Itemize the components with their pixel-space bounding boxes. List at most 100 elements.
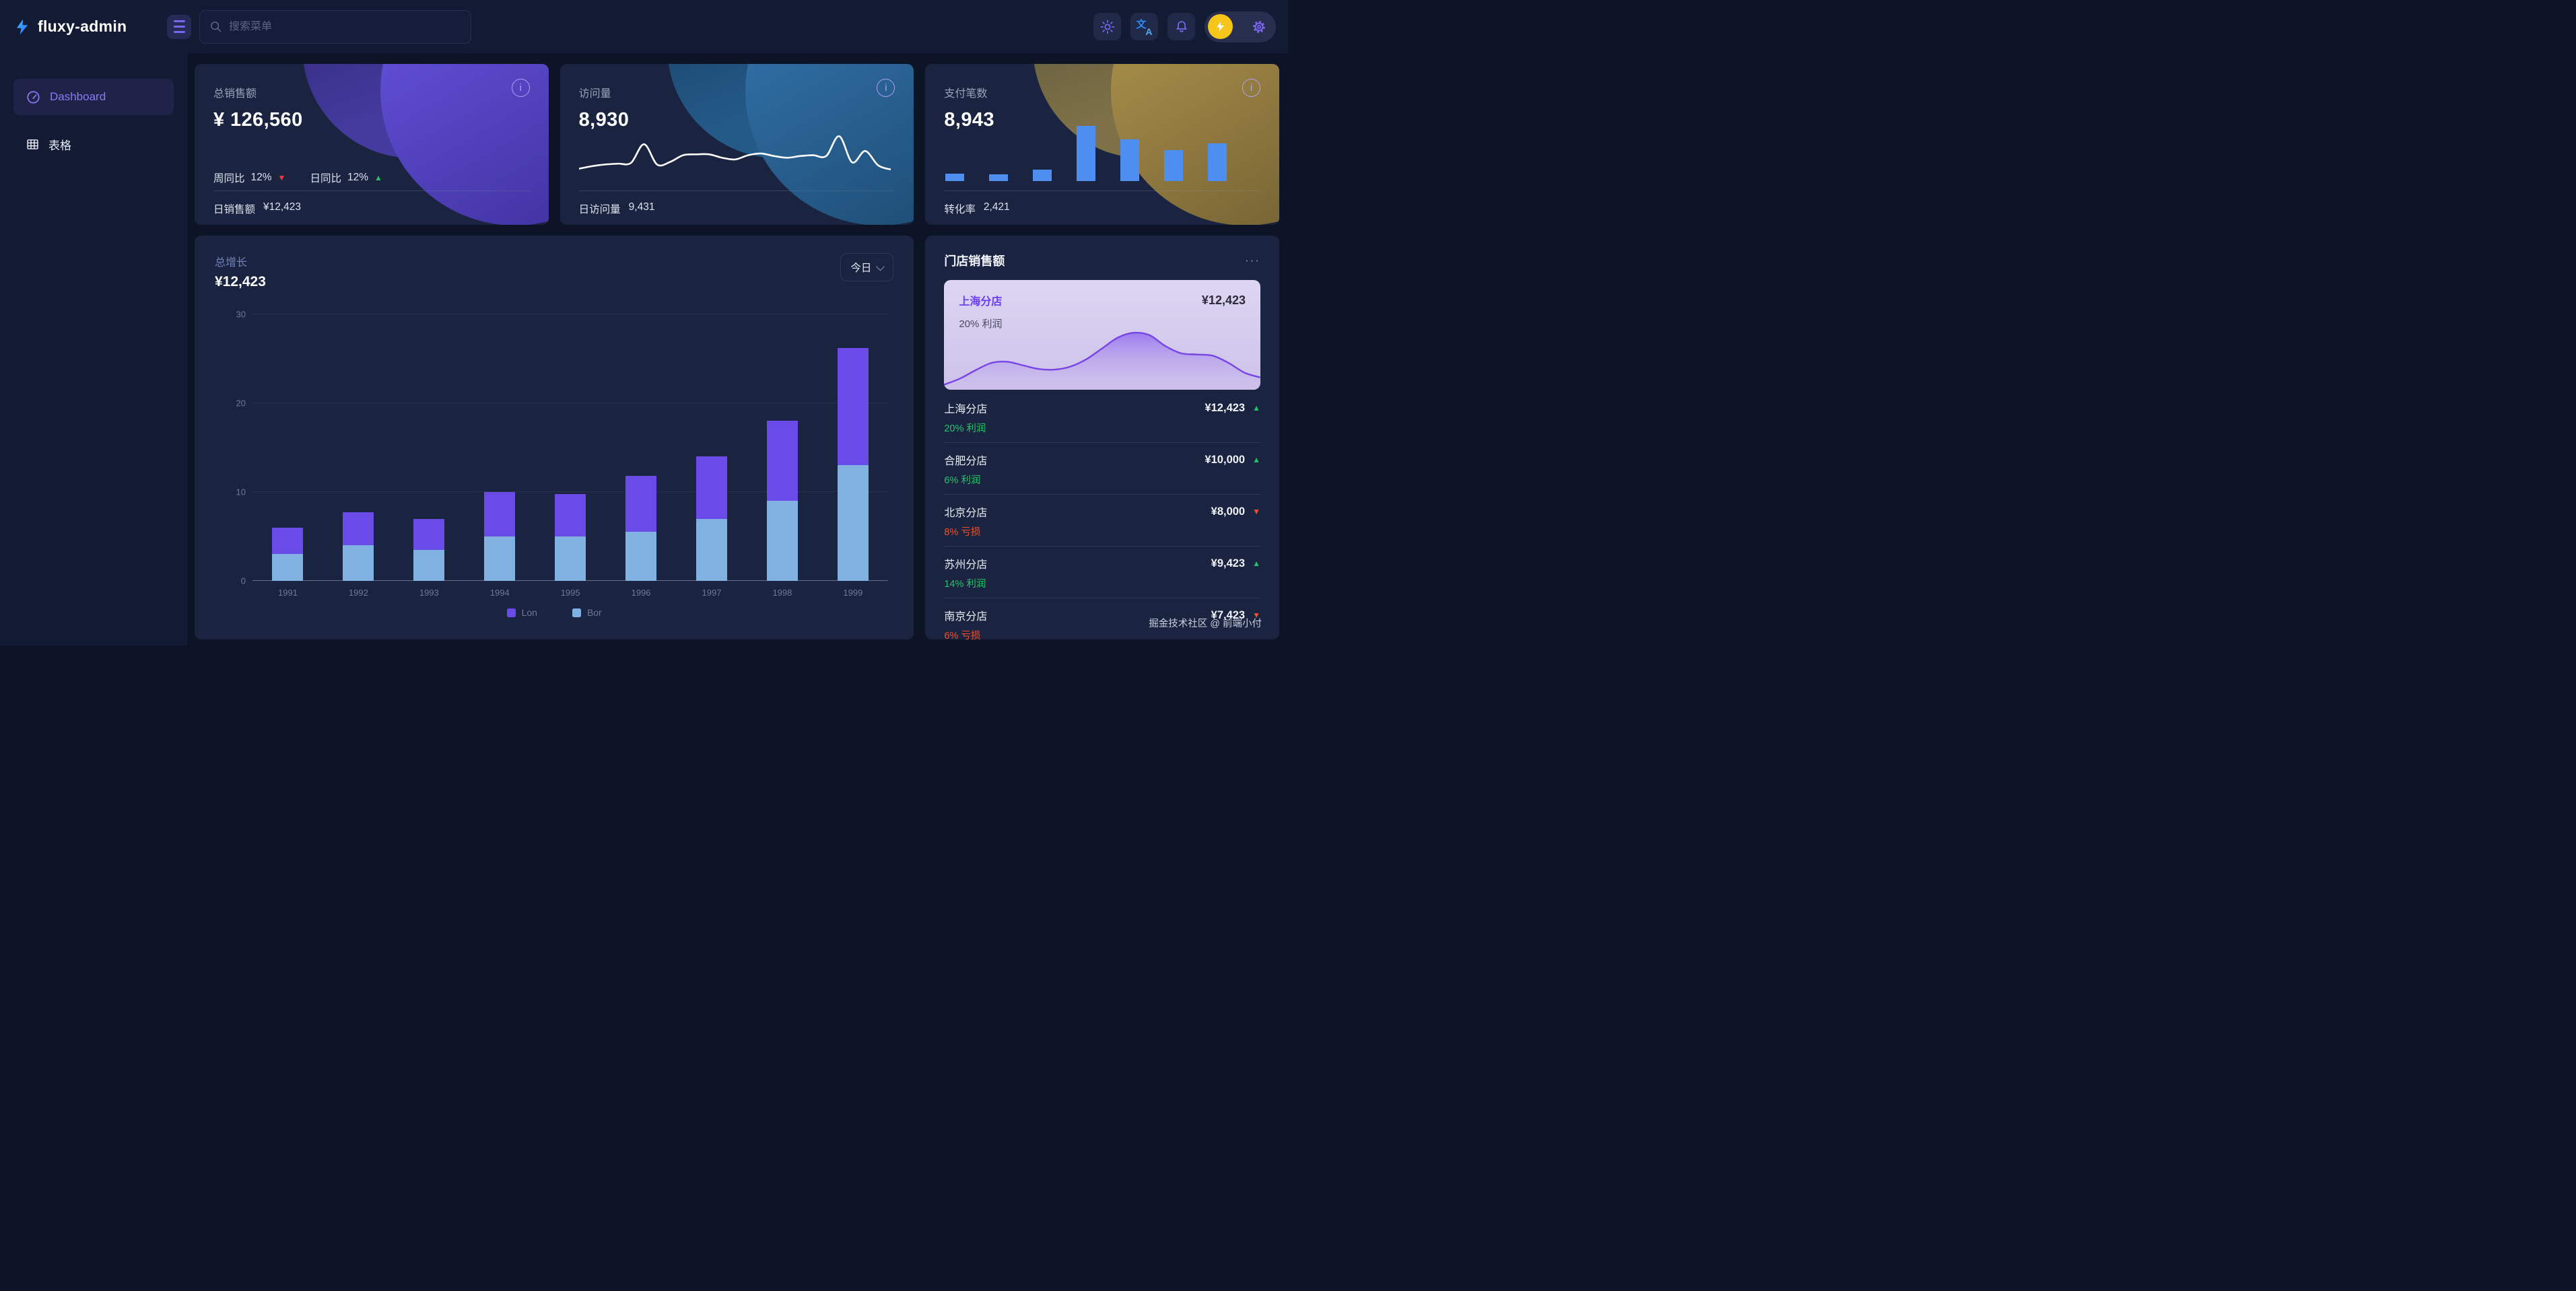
- stat-value: ¥ 126,560: [213, 109, 303, 131]
- legend-label: Bor: [586, 607, 602, 618]
- store-row[interactable]: 苏州分店 ¥9,423 ▲ 14% 利润: [944, 547, 1260, 598]
- trend-down-icon: ▼: [277, 173, 286, 182]
- store-row[interactable]: 合肥分店 ¥10,000 ▲ 6% 利润: [944, 443, 1260, 495]
- growth-chart-card: 总增长 ¥12,423 今日 0 10 20 30 1991 1992 1993 1994 1…: [195, 236, 914, 639]
- divider: [944, 190, 1260, 191]
- mini-bar: [1077, 126, 1096, 181]
- store-value: ¥12,423: [1205, 401, 1246, 414]
- divider: [213, 190, 530, 191]
- bar-segment-lon: [484, 492, 516, 537]
- store-sales-panel: 门店销售额 ··· 上海分店 ¥12,423 20% 利润: [925, 236, 1279, 641]
- x-tick-label: 1992: [348, 588, 368, 598]
- bar-segment-lon: [625, 476, 657, 532]
- chart-legend: Lon Bor: [215, 607, 893, 618]
- bar-segment-lon: [343, 512, 374, 546]
- stat-title: 总销售额: [213, 88, 257, 100]
- info-icon[interactable]: i: [1242, 79, 1260, 97]
- stat-footer-value: 9,431: [628, 201, 655, 213]
- mini-bar: [1120, 139, 1140, 181]
- search-icon: [211, 22, 222, 32]
- store-row[interactable]: 北京分店 ¥8,000 ▼ 8% 亏损: [944, 495, 1260, 547]
- search-bar[interactable]: [199, 9, 471, 44]
- sidebar-item-dashboard[interactable]: Dashboard: [13, 79, 174, 115]
- stacked-bar: [837, 314, 869, 581]
- store-name: 苏州分店: [944, 559, 988, 571]
- stacked-bar: [343, 314, 374, 581]
- date-range-dropdown[interactable]: 今日: [840, 253, 894, 281]
- sidebar-item-label: 表格: [48, 139, 71, 152]
- featured-store-card[interactable]: 上海分店 ¥12,423 20% 利润: [944, 280, 1260, 390]
- more-options-icon[interactable]: ···: [1245, 254, 1260, 267]
- store-profit: 6% 利润: [944, 475, 981, 486]
- sidebar-item-label: Dashboard: [50, 90, 106, 103]
- store-value: ¥10,000: [1205, 453, 1246, 466]
- trend-down-icon: ▼: [1252, 507, 1260, 516]
- bar-segment-bor: [696, 518, 727, 581]
- store-row[interactable]: 南京分店 ¥7,423 ▼ 6% 亏损: [944, 598, 1260, 650]
- legend-label: Lon: [521, 607, 537, 618]
- bell-icon: [1176, 20, 1186, 32]
- sidebar-item-table[interactable]: 表格: [13, 126, 174, 162]
- trend-up-icon: ▲: [1252, 403, 1260, 413]
- bar-segment-bor: [484, 536, 516, 581]
- app-title: fluxy-admin: [38, 18, 127, 35]
- stat-value: 8,930: [578, 109, 630, 131]
- featured-store-value: ¥12,423: [1201, 293, 1246, 307]
- stat-footer-value: 2,421: [983, 201, 1010, 213]
- y-tick-label: 30: [236, 309, 246, 320]
- grid-line: [252, 491, 889, 493]
- stat-title: 访问量: [578, 88, 611, 100]
- stacked-bar: [555, 314, 586, 581]
- x-tick-label: 1991: [278, 588, 298, 598]
- info-icon[interactable]: i: [877, 79, 895, 97]
- notifications-button[interactable]: [1167, 13, 1195, 40]
- bar-segment-lon: [696, 456, 727, 519]
- x-tick-label: 1999: [843, 588, 863, 598]
- panel-title: 门店销售额: [944, 254, 1005, 268]
- stat-title: 支付笔数: [944, 88, 988, 100]
- mini-bar: [1033, 169, 1052, 181]
- stat-value: 8,943: [944, 109, 994, 131]
- bar-segment-bor: [555, 536, 586, 581]
- trend-up-icon: ▲: [1252, 559, 1260, 568]
- bar-segment-bor: [272, 554, 304, 581]
- brightness-icon: [1100, 20, 1114, 34]
- brightness-button[interactable]: [1093, 13, 1121, 40]
- lightning-logo-icon: [16, 19, 28, 34]
- stacked-bar: [696, 314, 727, 581]
- search-input[interactable]: [229, 20, 461, 33]
- mini-bar: [989, 174, 1009, 181]
- store-profit: 20% 利润: [944, 423, 986, 434]
- mini-bar: [945, 173, 965, 181]
- topbar: fluxy-admin 文A: [0, 0, 1288, 53]
- info-icon[interactable]: i: [511, 79, 530, 97]
- gear-icon[interactable]: [1251, 19, 1267, 35]
- stacked-bar: [272, 314, 304, 581]
- x-axis-labels: 1991 1992 1993 1994 1995 1996 1997 1998 1999: [252, 588, 888, 598]
- payments-mini-chart: [945, 126, 1227, 181]
- featured-store-profit: 20% 利润: [959, 318, 1003, 330]
- store-value: ¥8,000: [1211, 505, 1246, 518]
- x-tick-label: 1996: [631, 588, 651, 598]
- lightning-icon: [1217, 22, 1224, 32]
- menu-toggle-button[interactable]: [167, 14, 191, 39]
- store-name: 北京分店: [944, 508, 988, 519]
- x-tick-label: 1997: [702, 588, 722, 598]
- x-tick-label: 1993: [419, 588, 439, 598]
- stat-footer-label: 转化率: [944, 204, 976, 215]
- legend-item[interactable]: Lon: [506, 607, 537, 618]
- trend-up-icon: ▲: [374, 173, 382, 182]
- legend-item[interactable]: Bor: [572, 607, 602, 618]
- sidebar: Dashboard 表格: [0, 53, 187, 646]
- store-value: ¥7,423: [1211, 608, 1246, 621]
- stat-card-payments: 支付笔数 8,943 转化率 2,421 i: [925, 64, 1279, 225]
- bar-segment-bor: [766, 501, 798, 581]
- gauge-icon: [27, 90, 40, 104]
- store-profit: 14% 利润: [944, 579, 986, 590]
- store-name: 合肥分店: [944, 456, 988, 467]
- theme-toggle[interactable]: [1205, 11, 1276, 42]
- bar-segment-lon: [837, 348, 869, 466]
- store-row[interactable]: 上海分店 ¥12,423 ▲ 20% 利润: [944, 391, 1260, 443]
